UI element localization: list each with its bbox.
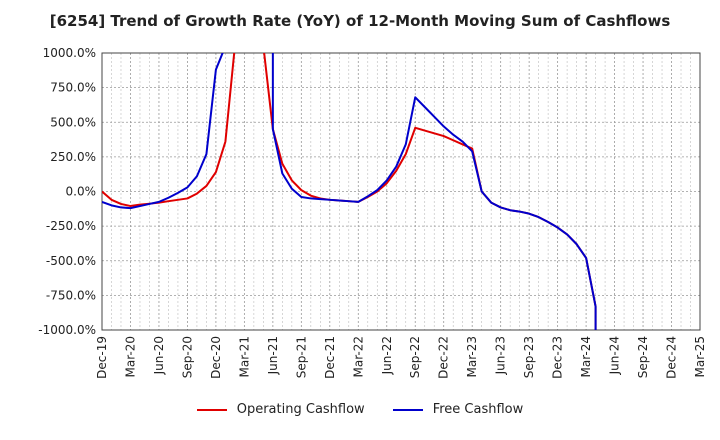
x-tick-label: Mar-21 xyxy=(237,336,251,377)
y-tick-label: 250.0% xyxy=(50,150,96,164)
x-tick-label: Jun-20 xyxy=(152,336,166,375)
legend: Operating Cashflow Free Cashflow xyxy=(0,402,720,417)
x-tick-label: Mar-24 xyxy=(579,336,593,377)
x-tick-label: Dec-24 xyxy=(665,336,679,379)
x-tick-label: Mar-23 xyxy=(465,336,479,377)
x-tick-label: Dec-21 xyxy=(323,336,337,379)
y-tick-label: -250.0% xyxy=(46,219,96,233)
y-tick-label: 750.0% xyxy=(50,81,96,95)
legend-swatch-free xyxy=(392,408,423,411)
y-tick-label: -1000.0% xyxy=(38,323,96,337)
x-tick-label: Sep-22 xyxy=(408,336,422,378)
y-tick-label: -500.0% xyxy=(46,254,96,268)
legend-item-free: Free Cashflow xyxy=(392,402,524,417)
y-tick-label: 1000.0% xyxy=(43,46,96,60)
x-tick-label: Sep-24 xyxy=(636,336,650,378)
x-tick-label: Mar-22 xyxy=(351,336,365,377)
y-tick-label: -750.0% xyxy=(46,288,96,302)
x-tick-label: Jun-24 xyxy=(608,336,622,375)
x-tick-label: Jun-23 xyxy=(494,336,508,375)
legend-swatch-operating xyxy=(196,408,227,411)
chart-title: [6254] Trend of Growth Rate (YoY) of 12-… xyxy=(49,12,671,30)
x-tick-label: Jun-22 xyxy=(380,336,394,375)
legend-label-operating: Operating Cashflow xyxy=(236,402,365,417)
series-line-free-cashflow xyxy=(102,53,597,330)
x-tick-label: Sep-20 xyxy=(180,336,194,378)
x-tick-label: Dec-20 xyxy=(209,336,223,379)
legend-item-operating: Operating Cashflow xyxy=(196,402,365,417)
x-tick-label: Sep-23 xyxy=(522,336,536,378)
x-tick-label: Sep-21 xyxy=(294,336,308,378)
x-tick-label: Mar-25 xyxy=(693,336,707,377)
x-tick-label: Jun-21 xyxy=(266,336,280,375)
x-tick-label: Dec-23 xyxy=(551,336,565,379)
legend-label-free: Free Cashflow xyxy=(432,402,524,417)
x-tick-label: Mar-20 xyxy=(123,336,137,377)
x-tick-label: Dec-19 xyxy=(95,336,109,379)
y-tick-label: 500.0% xyxy=(50,115,96,129)
x-tick-label: Dec-22 xyxy=(437,336,451,379)
y-tick-label: 0.0% xyxy=(66,185,97,199)
